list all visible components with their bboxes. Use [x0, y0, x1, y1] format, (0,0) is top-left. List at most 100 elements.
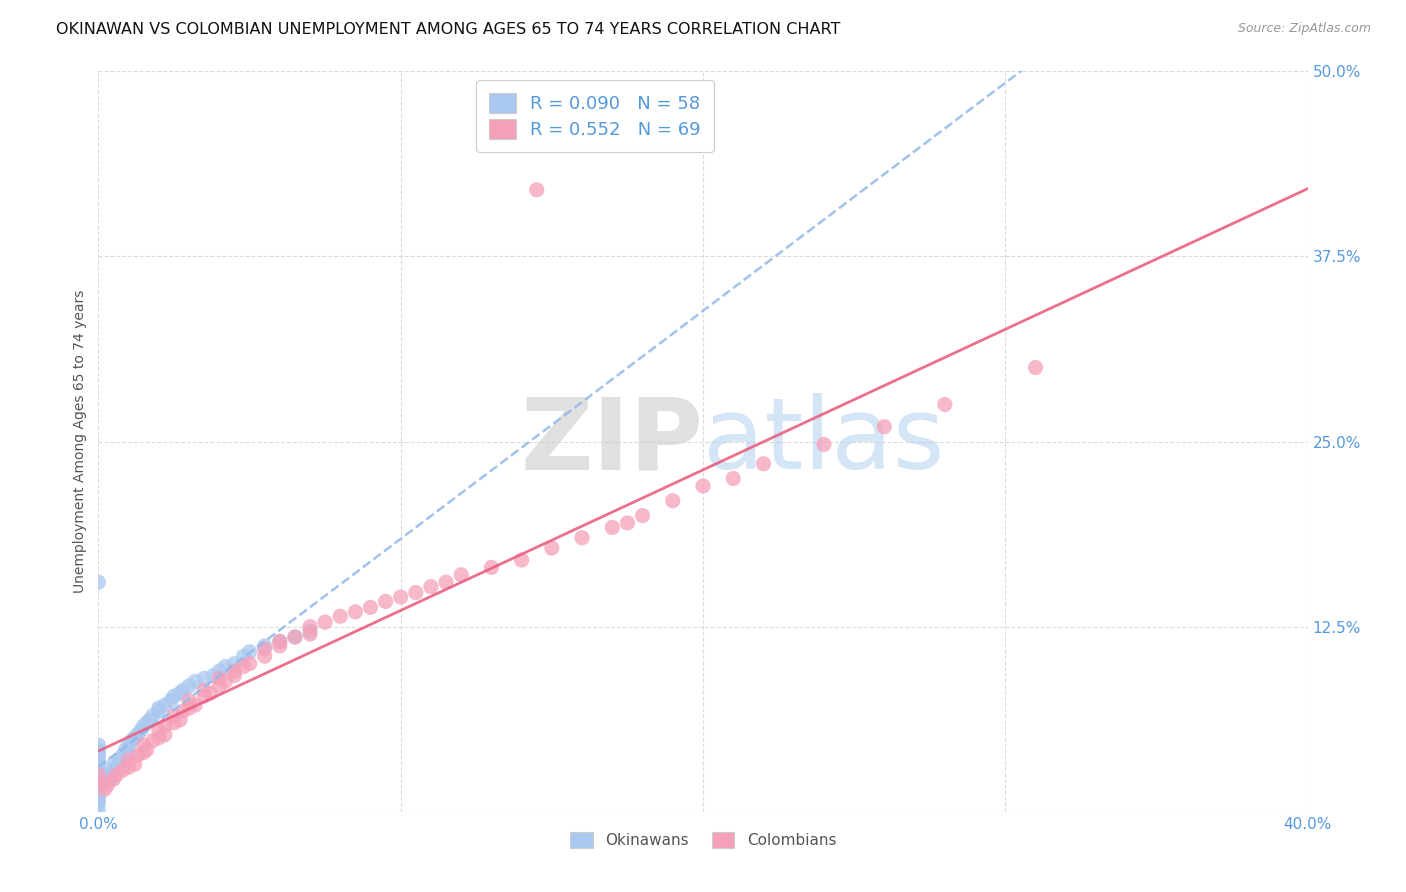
Point [87, 775, 110, 789]
Point [96, 767, 118, 781]
Point [139, 713, 162, 727]
Point [284, 630, 307, 644]
Point [179, 701, 201, 715]
Point [124, 757, 146, 772]
Legend: Okinawans, Colombians: Okinawans, Colombians [562, 824, 844, 856]
Point [148, 723, 170, 738]
Point [132, 746, 155, 760]
Point [169, 686, 191, 700]
Point [752, 457, 775, 471]
Point [93, 775, 115, 789]
Point [179, 679, 201, 693]
Point [723, 471, 745, 485]
Point [135, 742, 157, 756]
Point [239, 657, 262, 671]
Point [202, 668, 225, 682]
Point [329, 609, 352, 624]
Point [179, 694, 201, 708]
Point [510, 553, 533, 567]
Point [100, 772, 122, 786]
Point [87, 738, 110, 752]
Point [163, 690, 186, 704]
Point [193, 690, 215, 704]
Point [214, 659, 236, 673]
Point [208, 679, 231, 693]
Point [87, 742, 110, 756]
Point [184, 674, 207, 689]
Point [118, 760, 141, 774]
Point [172, 704, 194, 718]
Point [314, 615, 336, 630]
Text: ZIP: ZIP [520, 393, 703, 490]
Point [87, 793, 110, 807]
Point [142, 733, 165, 747]
Point [96, 778, 118, 792]
Point [153, 719, 176, 733]
Point [269, 634, 291, 648]
Point [124, 731, 146, 745]
Point [208, 672, 231, 686]
Point [87, 767, 110, 781]
Point [253, 639, 276, 653]
Point [253, 641, 276, 656]
Point [132, 738, 155, 752]
Point [103, 772, 125, 786]
Point [616, 516, 638, 530]
Point [299, 624, 322, 638]
Point [148, 731, 170, 745]
Point [127, 728, 149, 742]
Point [239, 645, 262, 659]
Point [214, 674, 236, 689]
Point [434, 575, 457, 590]
Point [253, 649, 276, 664]
Point [127, 748, 149, 763]
Point [87, 782, 110, 797]
Text: Source: ZipAtlas.com: Source: ZipAtlas.com [1237, 22, 1371, 36]
Point [87, 757, 110, 772]
Point [934, 398, 956, 412]
Point [87, 805, 110, 819]
Point [269, 639, 291, 653]
Point [87, 575, 110, 590]
Point [602, 520, 624, 534]
Point [661, 493, 683, 508]
Point [87, 767, 110, 781]
Point [208, 664, 231, 678]
Point [148, 704, 170, 718]
Point [87, 787, 110, 801]
Point [163, 708, 186, 723]
Point [118, 753, 141, 767]
Point [344, 605, 367, 619]
Point [813, 437, 835, 451]
Point [160, 694, 183, 708]
Point [481, 560, 503, 574]
Point [299, 627, 322, 641]
Point [374, 594, 396, 608]
Point [224, 664, 246, 678]
Point [132, 719, 155, 733]
Point [200, 686, 222, 700]
Point [87, 797, 110, 812]
Point [1024, 360, 1046, 375]
Point [540, 541, 562, 556]
Point [169, 713, 191, 727]
Point [269, 634, 291, 648]
Point [87, 789, 110, 804]
Point [224, 668, 246, 682]
Point [299, 619, 322, 633]
Point [111, 748, 134, 763]
Point [87, 748, 110, 763]
Point [129, 723, 152, 738]
Point [420, 580, 443, 594]
Point [142, 708, 165, 723]
Point [193, 672, 215, 686]
Point [571, 531, 593, 545]
Point [405, 585, 427, 599]
Point [87, 772, 110, 786]
Point [103, 764, 125, 778]
Point [193, 683, 215, 698]
Point [105, 767, 128, 781]
Point [360, 600, 382, 615]
Point [87, 746, 110, 760]
Y-axis label: Unemployment Among Ages 65 to 74 years: Unemployment Among Ages 65 to 74 years [73, 290, 87, 593]
